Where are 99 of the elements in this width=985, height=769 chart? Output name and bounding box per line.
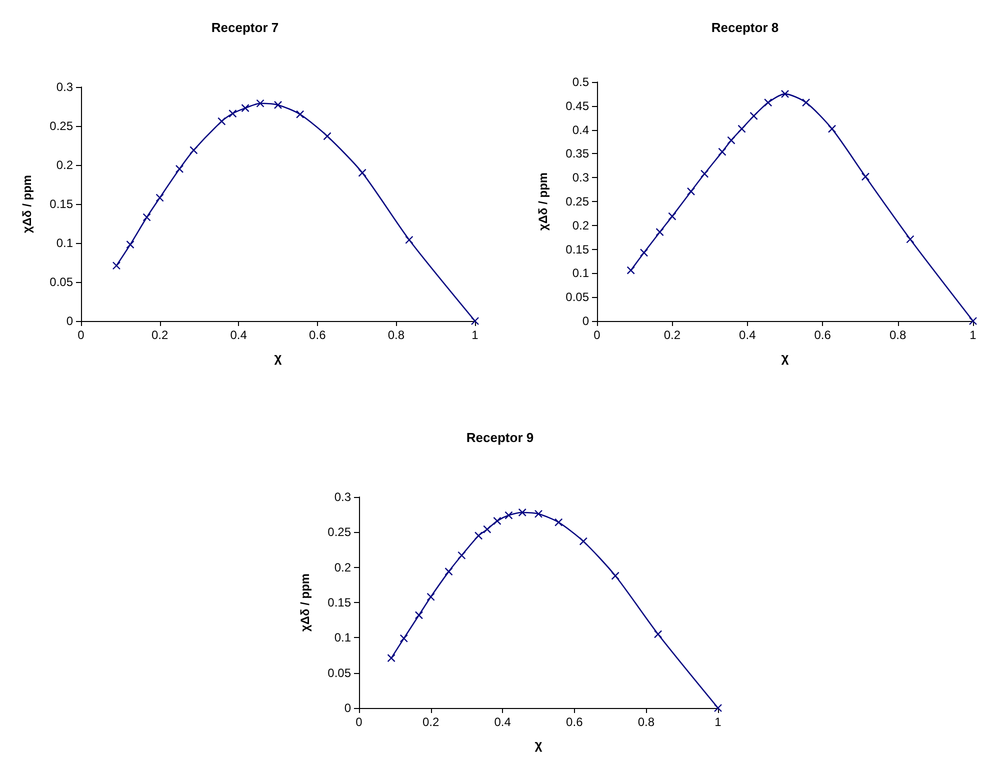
x-tick-label: 1: [970, 328, 977, 342]
y-tick-label: 0.3: [572, 170, 590, 185]
y-tick-label: 0: [66, 314, 74, 328]
x-tick-label: 1: [714, 715, 722, 729]
y-axis-title: χΔδ / ppm: [20, 174, 34, 234]
point: [861, 172, 870, 181]
x-tick-label: 0.6: [814, 328, 832, 342]
x-tick-label: 0.4: [739, 328, 756, 342]
point: [426, 592, 435, 601]
point: [175, 164, 184, 173]
point: [228, 109, 237, 118]
y-tick-label: 0.45: [566, 98, 590, 113]
y-tick-label: 0.2: [334, 560, 352, 574]
y-tick-label: 0.4: [572, 122, 590, 137]
y-tick-label: 0.3: [56, 80, 74, 94]
x-tick-label: 0.6: [566, 715, 584, 729]
y-tick-label: 0.05: [328, 666, 352, 680]
point: [654, 630, 662, 638]
point: [444, 567, 453, 576]
y-tick-label: 0.35: [566, 146, 590, 161]
point: [387, 654, 396, 662]
y-tick-label: 0.15: [566, 242, 590, 256]
point: [686, 187, 696, 196]
y-tick-label: 0.05: [50, 275, 74, 289]
y-tick-label: 0.25: [328, 525, 352, 540]
point: [126, 240, 134, 249]
point: [727, 136, 736, 144]
y-tick-label: 0.1: [572, 266, 590, 280]
y-tick-label: 0.25: [566, 194, 590, 208]
x-tick-label: 0.8: [388, 328, 405, 342]
y-tick-label: 0.15: [328, 596, 352, 610]
y-tick-label: 0.5: [572, 75, 590, 89]
point: [534, 510, 543, 518]
x-axis-title: χ: [274, 350, 282, 365]
point: [358, 168, 366, 177]
chart-title: Receptor 8: [711, 20, 779, 35]
point: [504, 511, 513, 520]
point: [640, 248, 648, 257]
chart-title: Receptor 7: [211, 20, 279, 35]
point: [780, 90, 790, 98]
x-axis-title: χ: [781, 350, 790, 365]
y-tick-label: 0.05: [566, 290, 590, 304]
y-axis-title: χΔδ / ppm: [298, 573, 312, 632]
point: [718, 148, 726, 156]
point: [626, 266, 635, 274]
x-tick-label: 0.2: [664, 328, 681, 342]
point: [611, 572, 620, 580]
point: [764, 98, 772, 107]
y-axis-title: χΔδ / ppm: [536, 172, 550, 231]
point: [274, 100, 282, 110]
point: [296, 110, 304, 118]
y-tick-label: 0.2: [572, 218, 590, 232]
y-tick-label: 0.1: [56, 236, 74, 250]
point: [156, 194, 164, 202]
x-tick-label: 0.2: [151, 328, 168, 342]
point: [750, 112, 758, 120]
y-tick-label: 0.25: [50, 119, 74, 133]
point: [518, 508, 526, 517]
point: [400, 634, 408, 642]
point: [738, 124, 746, 133]
x-tick-label: 0.6: [309, 328, 326, 342]
point: [802, 98, 810, 107]
point: [493, 516, 502, 526]
x-tick-label: 0: [356, 715, 363, 729]
x-tick-label: 0.2: [422, 715, 440, 729]
point: [323, 132, 332, 140]
point: [405, 236, 414, 244]
x-tick-label: 0.8: [638, 715, 655, 729]
x-tick-label: 0: [594, 328, 601, 342]
x-tick-label: 0.4: [230, 328, 248, 342]
y-tick-label: 0: [582, 314, 590, 328]
point: [668, 212, 676, 220]
y-tick-label: 0.3: [334, 490, 352, 504]
point: [414, 611, 424, 620]
y-tick-label: 0.15: [50, 197, 74, 211]
chart-title: Receptor 9: [466, 430, 534, 445]
point: [218, 117, 226, 126]
point: [458, 551, 466, 560]
y-tick-label: 0: [344, 701, 352, 715]
y-tick-label: 0.1: [334, 630, 352, 645]
x-axis-title: χ: [534, 737, 543, 752]
point: [828, 124, 836, 133]
point: [256, 99, 264, 108]
point: [554, 518, 563, 526]
x-tick-label: 1: [472, 328, 479, 342]
point: [190, 146, 198, 154]
point: [656, 228, 664, 236]
x-tick-label: 0: [78, 328, 85, 342]
y-tick-label: 0.2: [56, 158, 74, 172]
point: [579, 537, 588, 546]
point: [241, 104, 250, 112]
point: [474, 532, 483, 540]
point: [142, 213, 151, 222]
point: [112, 262, 121, 270]
x-tick-label: 0.8: [889, 328, 906, 342]
point: [483, 525, 492, 534]
point: [906, 235, 914, 244]
point: [700, 170, 709, 178]
x-tick-label: 0.4: [494, 715, 512, 729]
